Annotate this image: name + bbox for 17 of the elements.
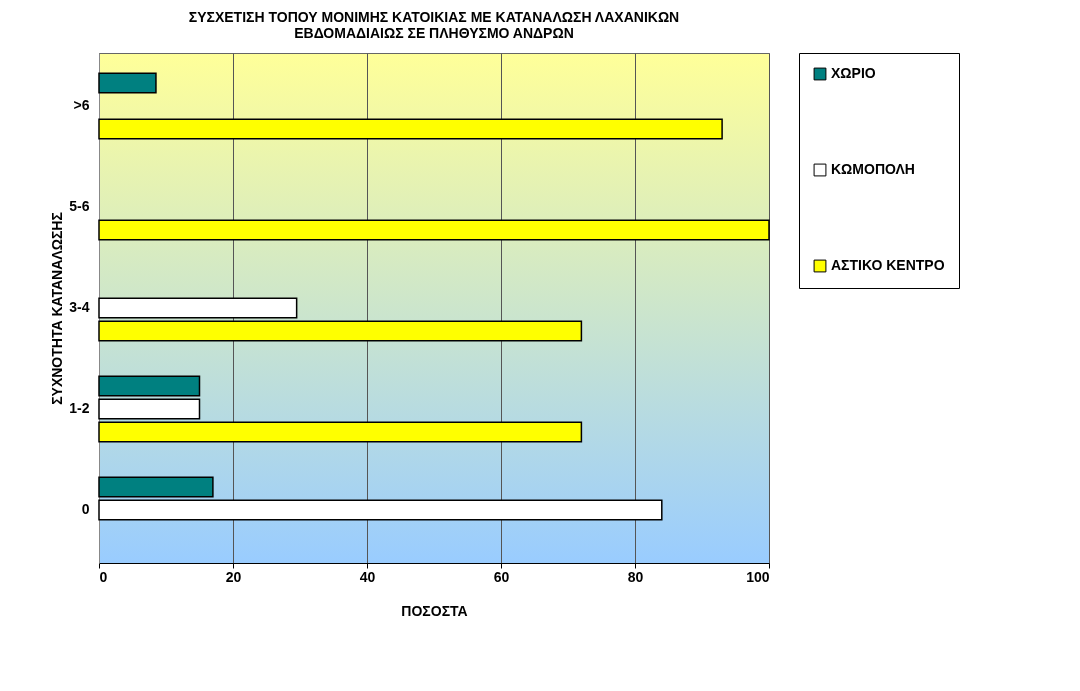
y-tick-label: 1-2 — [69, 399, 90, 416]
legend-label: ΧΩΡΙΟ — [831, 65, 876, 81]
y-tick-label: 0 — [81, 500, 90, 517]
x-tick-label: 100 — [746, 568, 770, 585]
y-tick-label: >6 — [73, 97, 90, 114]
x-tick-label: 60 — [493, 568, 510, 585]
x-tick-label: 20 — [225, 568, 242, 585]
y-tick-label: 3-4 — [69, 299, 90, 315]
x-tick-label: 0 — [99, 568, 108, 585]
chart-title: ΣΥΣΧΕΤΙΣΗ ΤΟΠΟΥ ΜΟΝΙΜΗΣ ΚΑΤΟΙΚΙΑΣ ΜΕ ΚΑΤΑΝΑΛΩΣΗ ΛΑΧΑΝΙΚΩΝ ΕΒΔΟΜΑΔΙΑΙΩΣ ΣΕ ΠΛΗΘΥΣΜΟ ΑΝΔΡΩΝ — [188, 8, 680, 41]
legend-label: ΚΩΜΟΠΟΛΗ — [831, 161, 915, 177]
y-axis-title: ΣΥΧΝΟΤΗΤΑ ΚΑΤΑΝΑΛΩΣΗΣ — [49, 212, 66, 405]
x-axis-title: ΠΟΣΟΣΤΑ — [401, 602, 468, 619]
y-tick-label: 5-6 — [69, 198, 90, 215]
legend-label: ΑΣΤΙΚΟ ΚΕΝΤΡΟ — [831, 257, 945, 273]
x-tick-label: 40 — [359, 568, 376, 585]
x-tick-label: 80 — [627, 568, 644, 585]
